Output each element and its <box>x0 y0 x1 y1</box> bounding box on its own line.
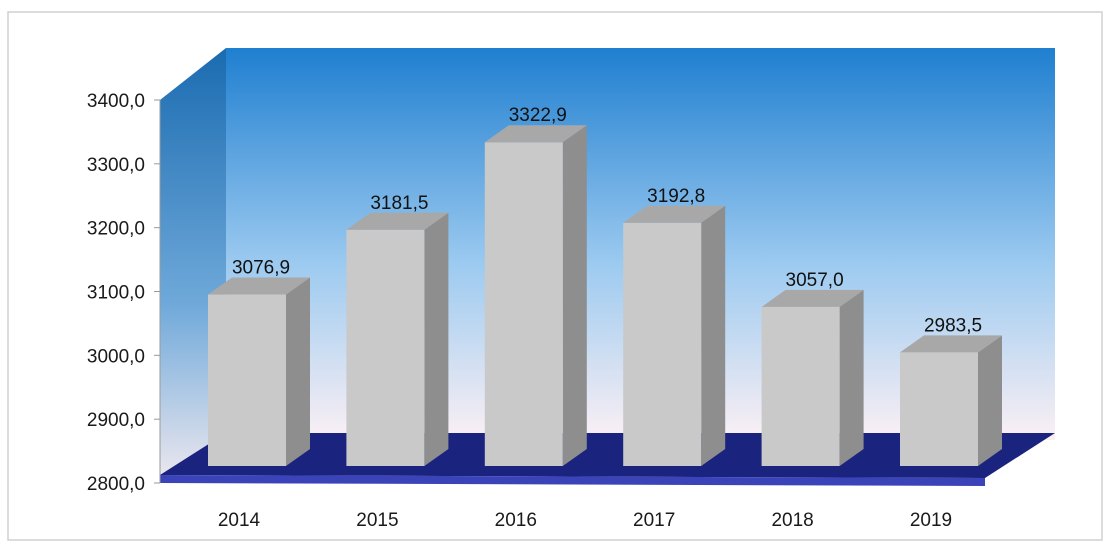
bar-front <box>623 222 702 466</box>
bar-top <box>208 277 310 295</box>
bar-2014 <box>208 277 310 466</box>
floor-front-edge <box>160 475 985 486</box>
data-label: 3057,0 <box>786 270 844 291</box>
x-axis-ticks: 2014 2015 2016 2017 2018 2019 <box>218 510 952 531</box>
y-tick-label: 3000,0 <box>87 346 145 367</box>
bar-2016 <box>484 125 587 466</box>
bar-2018 <box>761 289 864 466</box>
bar-top <box>484 125 587 143</box>
bar-front <box>208 294 286 466</box>
y-tick-label: 3400,0 <box>87 91 145 112</box>
bar-top <box>761 289 864 307</box>
chart-frame <box>7 11 1103 541</box>
data-labels: 3076,9 3181,5 3322,9 3192,8 3057,0 2983,5 <box>232 105 982 336</box>
bar-top <box>900 335 1002 353</box>
x-tick-label: 2016 <box>495 510 537 531</box>
bar-front <box>484 142 563 466</box>
x-tick-label: 2014 <box>218 510 261 531</box>
y-axis-ticks: 2800,0 2900,0 3000,0 3100,0 3200,0 3300,0 3400… <box>87 91 160 495</box>
y-tick-label: 3200,0 <box>87 219 145 240</box>
x-tick-label: 2017 <box>633 510 675 531</box>
y-tick-label: 3300,0 <box>87 155 145 176</box>
bars <box>208 125 1002 466</box>
data-label: 3181,5 <box>370 193 428 214</box>
bar-side <box>562 125 587 466</box>
bar-front <box>346 229 425 466</box>
bar-top <box>346 212 449 230</box>
bar-2015 <box>346 212 449 466</box>
bar-side <box>839 289 864 466</box>
bar-front <box>900 352 978 466</box>
bar-side <box>978 335 1002 466</box>
bar-front <box>761 306 840 466</box>
x-tick-label: 2019 <box>910 510 952 531</box>
bar-side <box>701 205 726 466</box>
bar-side <box>424 212 449 466</box>
x-tick-label: 2015 <box>356 510 398 531</box>
data-label: 3076,9 <box>232 258 290 279</box>
data-label: 3322,9 <box>509 105 567 126</box>
bar-top <box>623 205 726 223</box>
y-tick-label: 2900,0 <box>87 410 145 431</box>
bar-2017 <box>623 205 726 466</box>
bar-2019 <box>900 335 1002 466</box>
bar-side <box>286 277 310 466</box>
x-tick-label: 2018 <box>771 510 813 531</box>
y-tick-label: 3100,0 <box>87 283 145 304</box>
data-label: 3192,8 <box>647 186 705 207</box>
y-tick-label: 2800,0 <box>87 474 145 495</box>
data-label: 2983,5 <box>924 315 982 336</box>
